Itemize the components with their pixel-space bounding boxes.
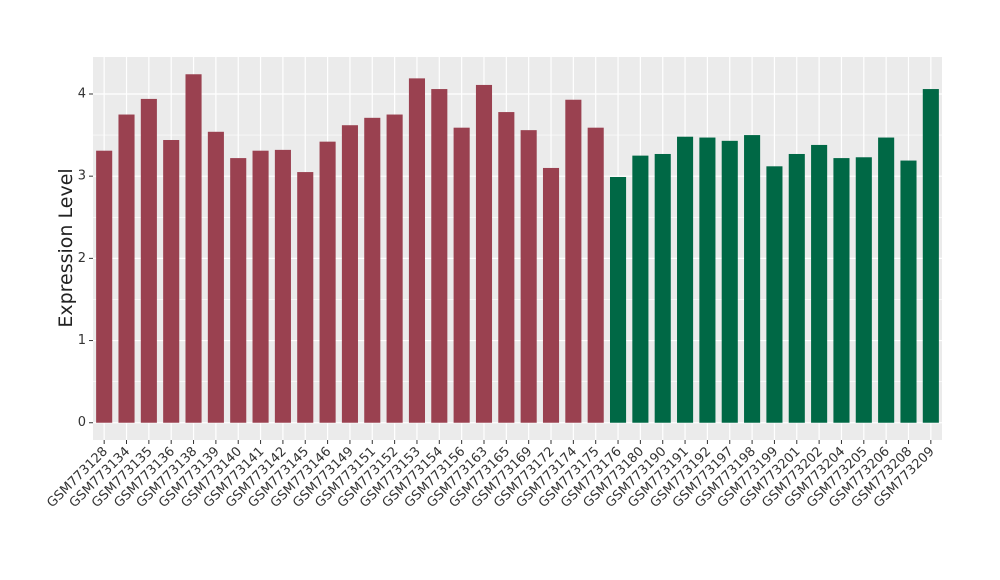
- bar: [632, 155, 649, 423]
- bar: [744, 135, 761, 423]
- bar: [766, 166, 783, 423]
- bar: [788, 153, 805, 423]
- bar: [475, 84, 493, 423]
- bar: [163, 140, 180, 423]
- bar: [609, 176, 627, 423]
- y-axis-label: Expression Level: [55, 168, 77, 327]
- bar: [878, 137, 895, 423]
- bar: [319, 141, 336, 423]
- bar: [811, 144, 828, 423]
- bar: [297, 172, 314, 423]
- bar: [140, 98, 157, 423]
- bar: [207, 131, 224, 423]
- bar: [431, 89, 448, 423]
- y-tick-label: 3: [78, 169, 86, 184]
- bar: [587, 127, 604, 423]
- bar: [900, 160, 917, 423]
- bar: [833, 158, 850, 423]
- bar: [96, 150, 113, 423]
- y-tick-label: 1: [78, 333, 86, 348]
- bar: [721, 140, 738, 423]
- bar: [520, 130, 537, 423]
- y-tick-label: 2: [78, 251, 86, 266]
- bar: [252, 150, 269, 423]
- bar: [230, 158, 247, 423]
- bar: [654, 153, 671, 423]
- bar: [542, 167, 560, 423]
- y-tick-label: 0: [78, 415, 86, 430]
- bar: [498, 112, 515, 423]
- bar: [118, 114, 135, 423]
- bar: [453, 127, 470, 423]
- bar: [341, 125, 358, 423]
- bar: [922, 89, 939, 423]
- bar: [364, 117, 381, 423]
- bar: [677, 136, 694, 423]
- bar: [274, 149, 291, 423]
- bar: [565, 99, 582, 423]
- bar: [386, 114, 403, 423]
- bar: [408, 78, 426, 423]
- y-tick-label: 4: [78, 86, 86, 101]
- bar: [699, 137, 716, 423]
- bar: [855, 157, 872, 423]
- bar: [185, 74, 202, 423]
